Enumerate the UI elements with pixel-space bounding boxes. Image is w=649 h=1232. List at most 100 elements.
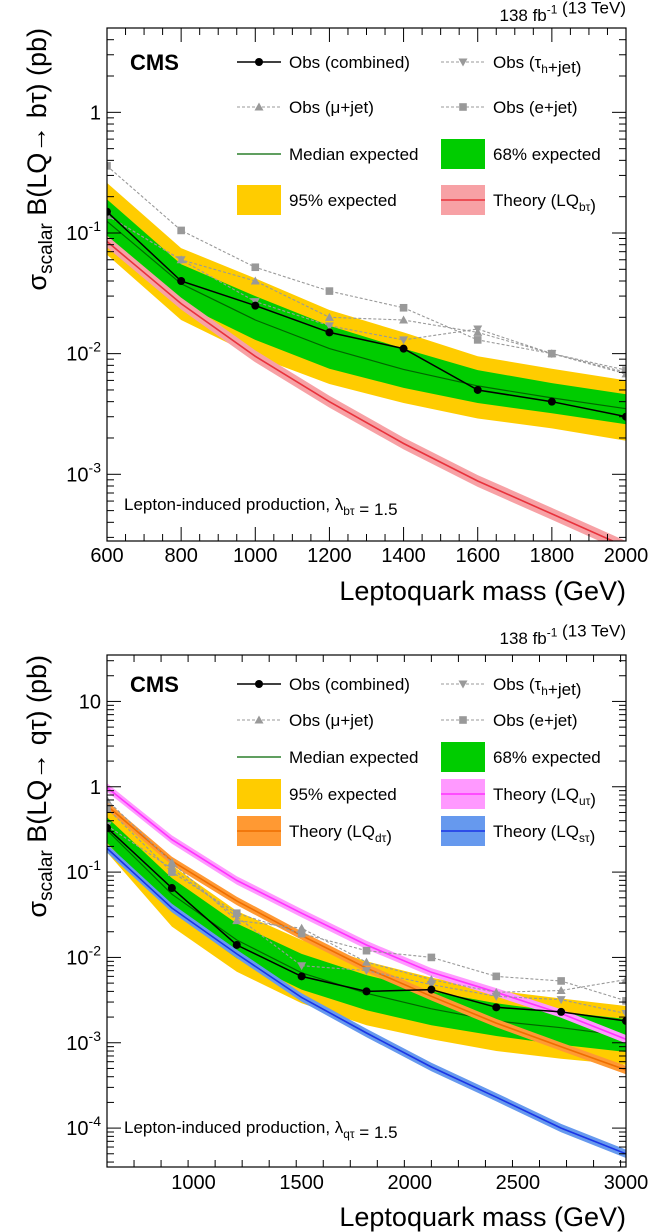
obs-mu-jet-point	[621, 369, 626, 378]
legend-label: Obs (τh+jet)	[493, 53, 581, 77]
obs-tauh-jet-point	[621, 1010, 626, 1019]
obs-tauh-jet-point	[556, 996, 566, 1005]
legend-label: Median expected	[289, 145, 418, 164]
theory-line-bτ	[107, 240, 615, 541]
obs-e-jet-point	[427, 953, 436, 962]
x-axis-title: Leptoquark mass (GeV)	[339, 576, 626, 606]
obs-tauh-jet-point	[324, 322, 334, 331]
x-tick-label: 2000	[388, 1172, 433, 1194]
legend: Obs (combined) Obs (τh+jet) Obs (μ+jet) Obs…	[237, 675, 601, 846]
obs-e-jet-point	[492, 972, 501, 981]
legend-label: Obs (τh+jet)	[493, 675, 581, 699]
x-tick-label: 1200	[307, 545, 352, 567]
y-axis-title: σscalar B(LQ→ bτ) (pb)	[22, 28, 57, 291]
obs-e-jet-point	[325, 287, 334, 295]
legend-swatch-marker	[458, 680, 468, 689]
annotation-text: Lepton-induced production, λbτ = 1.5	[124, 495, 398, 519]
plot-area	[107, 783, 626, 1158]
theory-line-uτ	[107, 786, 626, 1040]
legend-swatch	[441, 139, 485, 169]
experiment-label: CMS	[130, 672, 179, 697]
obs-e-jet-point	[107, 162, 111, 170]
y-tick-label: 10-1	[66, 857, 101, 884]
experiment-label: CMS	[130, 50, 179, 75]
theory-line-sτ	[107, 847, 626, 1155]
legend-label: Obs (μ+jet)	[289, 98, 374, 117]
legend-label: 95% expected	[289, 785, 397, 804]
obs-combined-point	[251, 301, 260, 310]
obs-tauh-jet-point	[547, 350, 557, 359]
obs-tauh-jet-point	[362, 967, 371, 976]
legend-label: Median expected	[289, 748, 418, 767]
legend-label: Obs (combined)	[289, 675, 410, 694]
y-tick-label: 10-2	[66, 339, 101, 366]
y-tick-label: 10-1	[66, 218, 101, 245]
lumi-label: 138 fb-1 (13 TeV)	[499, 0, 626, 25]
y-axis-title-text: σscalar B(LQ→ qτ) (pb)	[22, 655, 57, 918]
y-tick-label: 10-2	[66, 942, 101, 969]
legend-swatch	[441, 742, 485, 772]
legend-swatch-marker	[254, 102, 264, 111]
obs-combined-point	[107, 823, 111, 832]
legend-label: Theory (LQsτ)	[493, 822, 595, 846]
y-tick-label: 10-3	[66, 459, 101, 486]
y-axis-title: σscalar B(LQ→ qτ) (pb)	[22, 655, 57, 918]
legend-label: Theory (LQdτ)	[289, 822, 392, 846]
x-tick-label: 800	[164, 545, 197, 567]
legend-swatch-marker	[255, 680, 263, 688]
chart-panel-2: 1000 1500 2000 2500 3000 10-4 10-3 10-2 10-1 1 10 L…	[22, 621, 648, 1232]
obs-e-jet-point	[557, 977, 565, 985]
obs-mu-jet-point	[362, 957, 371, 966]
obs-e-jet-point	[622, 997, 626, 1005]
plot-frame	[106, 654, 627, 1168]
y-tick-label: 1	[90, 102, 101, 124]
x-tick-label: 1000	[171, 1172, 216, 1194]
obs-combined-line	[107, 211, 626, 418]
obs-mu-jet-point	[426, 975, 436, 984]
obs-tauh-jet-point	[232, 913, 242, 922]
legend-swatch-marker	[254, 715, 264, 724]
median-expected-line	[107, 220, 626, 410]
x-tick-label: 600	[90, 545, 123, 567]
x-axis-title: Leptoquark mass (GeV)	[339, 1202, 626, 1232]
obs-mu-jet-point	[324, 312, 334, 321]
obs-e-jet-point	[232, 909, 241, 917]
obs-combined-point	[107, 207, 111, 216]
obs-combined-point	[177, 277, 186, 286]
legend-label: Obs (e+jet)	[493, 711, 578, 730]
obs-tauh-jet-point	[297, 962, 307, 971]
obs-mu-jet-point	[297, 923, 307, 932]
obs-combined-point	[362, 987, 371, 996]
legend-label: Theory (LQuτ)	[493, 785, 596, 809]
legend-label: Obs (combined)	[289, 53, 410, 72]
obs-tauh-jet-point	[473, 325, 483, 334]
legend: Obs (combined) Obs (τh+jet) Obs (μ+jet) Obs…	[237, 53, 601, 215]
lumi-label: 138 fb-1 (13 TeV)	[499, 621, 626, 648]
x-tick-label: 1000	[233, 545, 278, 567]
y-axis-title-text: σscalar B(LQ→ bτ) (pb)	[22, 28, 57, 291]
obs-e-jet-point	[251, 263, 260, 272]
obs-tauh-jet-point	[167, 865, 177, 874]
obs-mu-jet-point	[621, 975, 626, 984]
x-tick-label: 1600	[455, 545, 500, 567]
obs-combined-point	[325, 328, 334, 337]
obs-e-jet-point	[177, 226, 185, 235]
obs-combined-point	[399, 344, 408, 353]
legend-swatch-marker	[458, 58, 468, 67]
chart-panel-1: 600 800 1000 1200 1400 1600 1800 2000 10-3 10-2 10…	[22, 0, 648, 606]
obs-tauh-jet-point	[491, 992, 501, 1001]
x-tick-label: 1500	[279, 1172, 324, 1194]
legend-label: Obs (μ+jet)	[289, 711, 374, 730]
obs-e-jet-line	[107, 165, 626, 371]
y-tick-label: 10	[79, 691, 101, 713]
obs-e-jet-point	[362, 946, 371, 955]
obs-combined-point	[167, 884, 176, 893]
obs-mu-jet-point	[399, 315, 409, 324]
obs-mu-jet-point	[250, 276, 260, 285]
obs-combined-point	[232, 940, 241, 949]
obs-combined-point	[427, 985, 436, 994]
legend-swatch	[237, 779, 281, 809]
obs-tauh-jet-point	[426, 981, 436, 990]
obs-mu-jet-point	[556, 985, 566, 994]
